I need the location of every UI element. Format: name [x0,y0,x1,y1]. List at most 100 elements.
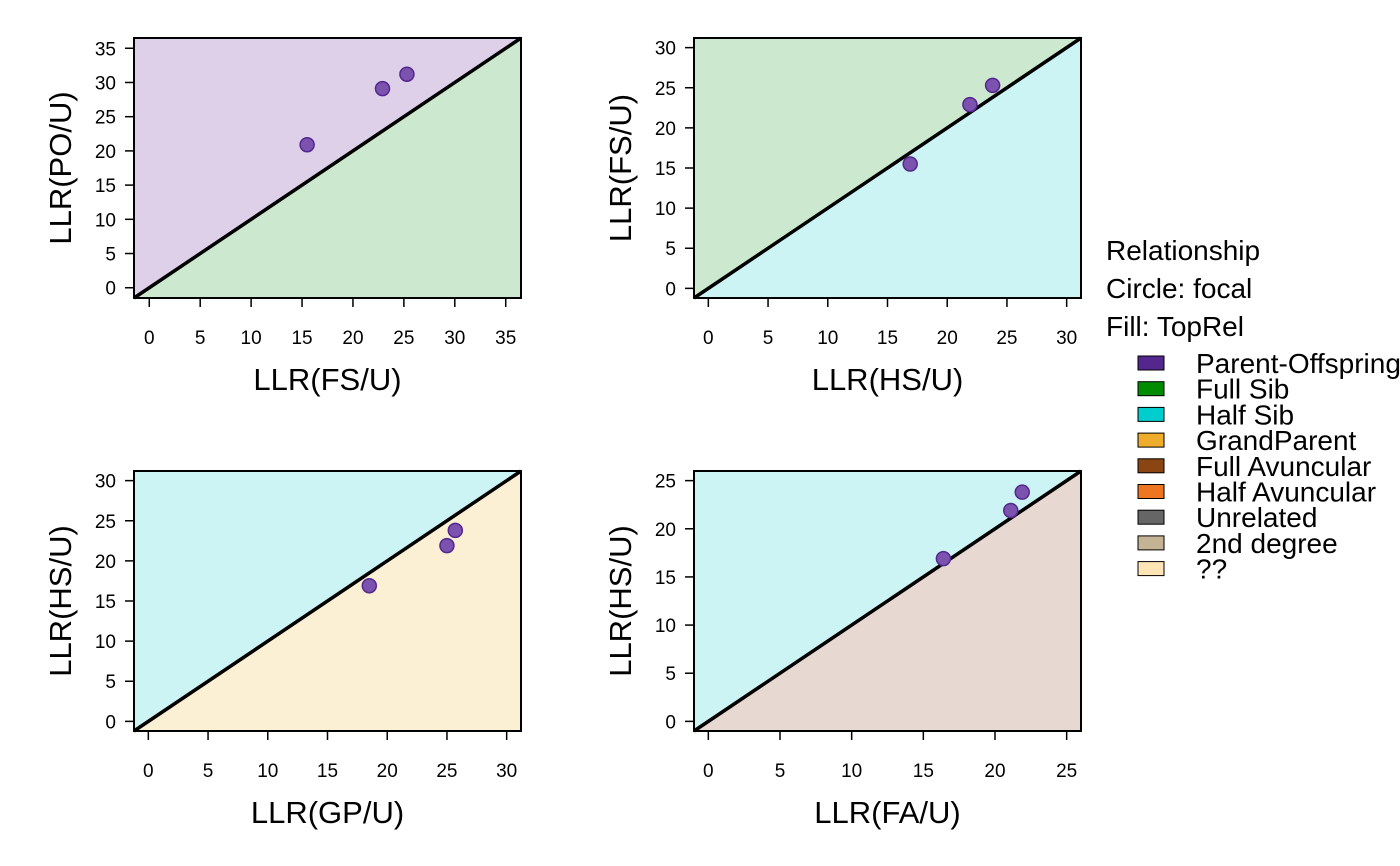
legend-label: Unrelated [1196,502,1317,533]
data-point [935,550,952,567]
data-point [902,156,918,172]
panel-3: 0 5 10 15 20 25 30 0 5 10 15 20 25 30 LLR(GP/U) LLR(HS/… [43,469,522,830]
y-tick-label: 30 [95,472,116,493]
diagonal-line [693,36,1082,300]
panel-4: 0 5 10 15 20 25 0 5 10 15 20 25 LLR(FA/U) LLR(HS/U) [603,469,1082,830]
legend-swatch [1137,355,1165,371]
y-tick-label: 20 [95,142,116,163]
x-tick-label: 20 [377,761,398,782]
y-tick-label: 25 [655,472,676,493]
y-tick-label: 30 [655,39,676,60]
x-axis-title: LLR(FS/U) [253,362,401,397]
y-tick-label: 0 [665,712,676,733]
x-tick-label: 35 [495,328,516,349]
y-tick-label: 10 [95,210,116,231]
data-point [447,522,464,539]
legend-label: Full Sib [1196,374,1289,405]
x-tick-label: 25 [393,328,414,349]
y-tick-label: 10 [655,616,676,637]
y-tick-label: 15 [95,592,116,613]
x-tick-label: 30 [1056,328,1077,349]
y-tick-label: 5 [665,664,676,685]
legend-label: ?? [1196,554,1227,585]
y-axis-title: LLR(PO/U) [43,91,78,244]
y-axis-title: LLR(HS/U) [43,525,78,677]
data-point [1003,502,1019,519]
x-tick-label: 10 [241,328,262,349]
x-tick-label: 0 [143,761,154,782]
x-tick-label: 20 [937,328,958,349]
diagonal-line [133,36,522,300]
y-tick-label: 0 [105,712,116,733]
x-axis-title: LLR(HS/U) [812,362,964,397]
y-tick-label: 15 [655,159,676,180]
x-tick-label: 25 [996,328,1017,349]
legend-label: Half Avuncular [1196,477,1376,508]
x-tick-label: 5 [775,761,786,782]
legend-label: Parent-Offspring [1196,348,1400,379]
legend-swatch [1137,484,1165,499]
legend-swatch [1137,509,1165,525]
x-tick-label: 0 [703,761,714,782]
data-point [374,80,391,97]
legend-swatch [1137,535,1165,551]
x-tick-label: 15 [317,761,338,782]
panel-2: 0 5 10 15 20 25 30 0 5 10 15 20 25 30 LLR(HS/U) LLR(FS/… [603,36,1082,397]
y-tick-label: 10 [95,632,116,653]
y-tick-label: 0 [665,279,676,300]
x-tick-label: 25 [436,761,457,782]
x-tick-label: 5 [763,328,774,349]
legend-label: 2nd degree [1196,528,1338,559]
legend: Relationship Circle: focal Fill: TopRel Par… [1106,235,1400,585]
x-tick-label: 5 [203,761,214,782]
x-tick-label: 20 [984,761,1005,782]
data-point [962,96,978,113]
legend-title-line: Relationship [1106,235,1260,266]
x-tick-label: 15 [877,328,898,349]
y-tick-label: 5 [105,245,116,266]
x-axis-title: LLR(FA/U) [814,795,960,830]
y-tick-label: 5 [105,672,116,693]
legend-title-line: Fill: TopRel [1106,311,1244,342]
legend-swatch [1137,381,1165,397]
y-tick-label: 5 [665,239,676,260]
x-tick-label: 10 [257,761,278,782]
y-tick-label: 20 [95,552,116,573]
y-tick-label: 25 [655,79,676,100]
legend-label: Full Avuncular [1196,451,1371,482]
panels: 0 5 10 15 20 25 30 35 0 5 10 15 20 25 30 35 LLR(FS/U) LLR… [43,36,1082,830]
y-tick-label: 25 [95,108,116,129]
y-tick-label: 10 [655,199,676,220]
y-tick-label: 20 [655,119,676,140]
data-point [361,578,378,594]
legend-swatch [1137,458,1165,474]
x-tick-label: 0 [144,328,155,349]
x-tick-label: 30 [496,761,517,782]
data-point [399,66,415,83]
legend-label: GrandParent [1196,425,1357,456]
data-point [299,136,315,153]
legend-title-line: Circle: focal [1106,273,1252,304]
x-tick-label: 15 [913,761,934,782]
x-tick-label: 20 [342,328,363,349]
legend-label: Half Sib [1196,399,1294,430]
x-tick-label: 5 [195,328,206,349]
x-tick-label: 10 [841,761,862,782]
y-axis-title: LLR(FS/U) [603,94,638,242]
y-tick-label: 15 [95,176,116,197]
panel-1: 0 5 10 15 20 25 30 35 0 5 10 15 20 25 30 35 LLR(FS/U) LLR… [43,36,522,397]
x-tick-label: 15 [291,328,312,349]
diagonal-line [133,469,522,733]
y-tick-label: 0 [105,279,116,300]
legend-swatch [1137,432,1165,448]
y-tick-label: 25 [95,512,116,533]
x-axis-title: LLR(GP/U) [251,795,404,830]
x-tick-label: 0 [703,328,714,349]
plot-frame [693,470,1082,732]
legend-swatch [1137,406,1165,422]
x-tick-label: 30 [444,328,465,349]
y-axis-title: LLR(HS/U) [603,525,638,677]
plot-frame [133,37,522,299]
y-tick-label: 35 [95,39,116,60]
